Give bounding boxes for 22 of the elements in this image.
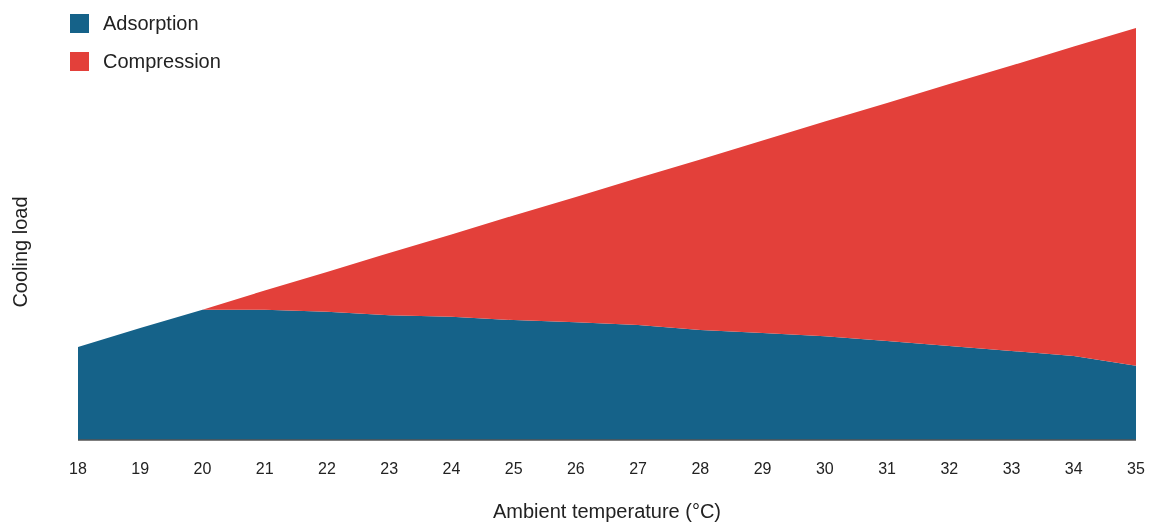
x-tick-label: 34 [1064,460,1083,477]
x-tick-label: 18 [69,460,87,477]
x-tick-label: 24 [442,460,461,477]
x-tick-label: 25 [504,460,523,477]
legend-label: Compression [103,50,221,72]
x-tick-label: 35 [1127,460,1145,477]
x-tick-label: 19 [131,460,150,477]
x-tick-label: 29 [753,460,772,477]
x-tick-label: 26 [566,460,585,477]
x-tick-label: 22 [318,460,336,477]
x-axis-title: Ambient temperature (°C) [492,500,722,522]
x-tick-label: 32 [940,460,959,477]
y-axis-title: Cooling load [9,196,31,308]
legend-label: Adsorption [103,12,199,34]
x-tick-label: 33 [1002,460,1021,477]
x-tick-label: 23 [380,460,399,477]
x-tick-label: 30 [815,460,834,477]
x-tick-label: 31 [878,460,897,477]
x-tick-label: 27 [629,460,648,477]
x-tick-label: 20 [193,460,212,477]
x-tick-label: 28 [691,460,710,477]
x-tick-label: 21 [255,460,274,477]
